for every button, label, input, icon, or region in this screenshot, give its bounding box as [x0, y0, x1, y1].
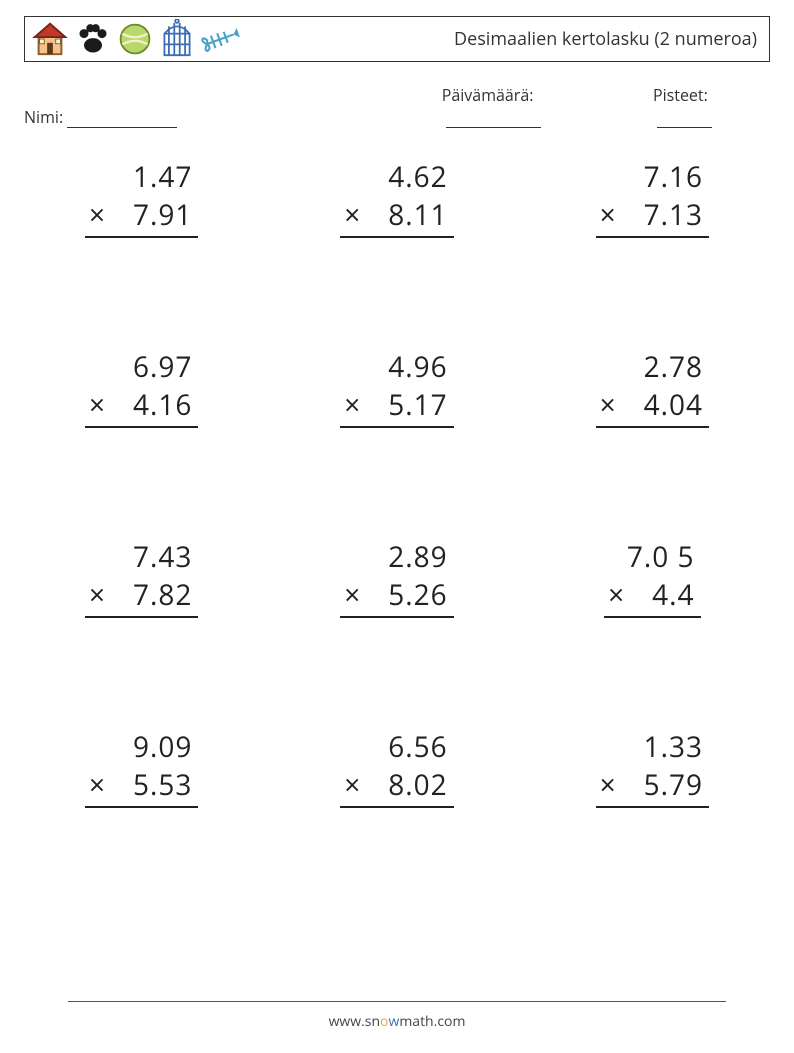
multiplicand: 7.43	[85, 538, 198, 576]
multiplier-row: × 5.17	[340, 386, 453, 428]
footer-prefix: www.sn	[329, 1012, 380, 1031]
name-blank	[67, 109, 177, 128]
problem-inner: 4.62× 8.11	[340, 158, 453, 238]
problem: 6.97× 4.16	[34, 348, 249, 428]
multiplier-row: × 7.13	[596, 196, 709, 238]
footer: www.snowmath.com	[0, 1001, 794, 1031]
ball-icon	[117, 21, 153, 57]
paw-icon	[75, 21, 111, 57]
multiplier-row: × 5.79	[596, 766, 709, 808]
header-bar: Desimaalien kertolasku (2 numeroa)	[24, 16, 770, 62]
multiplicand: 2.89	[340, 538, 453, 576]
operator-symbol: ×	[596, 386, 616, 424]
problem-inner: 7.0 5× 4.4	[604, 538, 700, 618]
date-label: Päivämäärä:	[442, 84, 534, 106]
multiplier: 5.79	[644, 766, 703, 804]
multiplier-row: × 7.91	[85, 196, 198, 238]
footer-suffix: math.com	[399, 1012, 465, 1031]
footer-text: www.snowmath.com	[329, 1012, 466, 1031]
multiplier: 8.02	[388, 766, 447, 804]
operator-symbol: ×	[340, 386, 360, 424]
date-blank	[446, 109, 541, 128]
score-group: Pisteet:	[653, 84, 770, 128]
date-group: Päivämäärä:	[442, 84, 635, 128]
multiplicand: 4.62	[340, 158, 453, 196]
operator-symbol: ×	[85, 196, 105, 234]
problem-inner: 2.89× 5.26	[340, 538, 453, 618]
operator-symbol: ×	[596, 196, 616, 234]
fishbone-icon	[201, 22, 241, 56]
operator-symbol: ×	[604, 576, 624, 614]
multiplicand: 1.47	[85, 158, 198, 196]
worksheet-page: Desimaalien kertolasku (2 numeroa) Nimi:…	[0, 0, 794, 1053]
problem-inner: 6.97× 4.16	[85, 348, 198, 428]
multiplicand: 4.96	[340, 348, 453, 386]
cage-icon	[159, 19, 195, 59]
multiplicand: 6.56	[340, 728, 453, 766]
info-left: Nimi:	[24, 84, 442, 128]
multiplicand: 2.78	[596, 348, 709, 386]
operator-symbol: ×	[340, 196, 360, 234]
multiplier-row: × 5.53	[85, 766, 198, 808]
multiplier: 8.11	[388, 196, 447, 234]
multiplicand: 6.97	[85, 348, 198, 386]
operator-symbol: ×	[85, 386, 105, 424]
problem: 9.09× 5.53	[34, 728, 249, 808]
multiplier: 5.17	[388, 386, 447, 424]
problems-grid: 1.47×7.914.62×8.117.16×7.136.97×4.164.96…	[24, 158, 770, 808]
problem: 2.89× 5.26	[289, 538, 504, 618]
score-label: Pisteet:	[653, 84, 708, 106]
multiplicand: 7.16	[596, 158, 709, 196]
footer-w: w	[388, 1012, 399, 1031]
problem: 6.56× 8.02	[289, 728, 504, 808]
score-blank	[657, 109, 712, 128]
multiplier: 4.4	[652, 576, 694, 614]
info-right: Päivämäärä: Pisteet:	[442, 84, 770, 128]
problem-inner: 6.56× 8.02	[340, 728, 453, 808]
problem: 7.0 5× 4.4	[545, 538, 760, 618]
multiplier: 5.26	[388, 576, 447, 614]
info-row: Nimi: Päivämäärä: Pisteet:	[24, 84, 770, 128]
problem-inner: 1.33× 5.79	[596, 728, 709, 808]
problem-inner: 7.16× 7.13	[596, 158, 709, 238]
operator-symbol: ×	[340, 576, 360, 614]
footer-rule	[68, 1001, 726, 1002]
problem: 1.33× 5.79	[545, 728, 760, 808]
name-label: Nimi:	[24, 106, 63, 128]
multiplicand: 1.33	[596, 728, 709, 766]
problem-inner: 1.47× 7.91	[85, 158, 198, 238]
multiplier-row: × 7.82	[85, 576, 198, 618]
multiplier: 4.16	[133, 386, 192, 424]
problem: 4.96× 5.17	[289, 348, 504, 428]
multiplier: 7.13	[644, 196, 703, 234]
problem-inner: 2.78× 4.04	[596, 348, 709, 428]
multiplicand: 9.09	[85, 728, 198, 766]
worksheet-title: Desimaalien kertolasku (2 numeroa)	[454, 27, 757, 51]
problem: 2.78× 4.04	[545, 348, 760, 428]
multiplier-row: × 5.26	[340, 576, 453, 618]
operator-symbol: ×	[340, 766, 360, 804]
multiplicand: 7.0 5	[604, 538, 700, 576]
problem-inner: 9.09× 5.53	[85, 728, 198, 808]
problem: 1.47× 7.91	[34, 158, 249, 238]
problem: 7.43× 7.82	[34, 538, 249, 618]
multiplier-row: × 8.02	[340, 766, 453, 808]
problem: 7.16× 7.13	[545, 158, 760, 238]
multiplier: 7.91	[133, 196, 192, 234]
problem: 4.62× 8.11	[289, 158, 504, 238]
operator-symbol: ×	[596, 766, 616, 804]
house-icon	[31, 20, 69, 58]
multiplier: 5.53	[133, 766, 192, 804]
header-icons	[31, 19, 241, 59]
problem-inner: 7.43× 7.82	[85, 538, 198, 618]
multiplier: 4.04	[644, 386, 703, 424]
multiplier-row: × 4.16	[85, 386, 198, 428]
multiplier-row: × 4.04	[596, 386, 709, 428]
multiplier-row: × 4.4	[604, 576, 700, 618]
operator-symbol: ×	[85, 576, 105, 614]
problem-inner: 4.96× 5.17	[340, 348, 453, 428]
multiplier: 7.82	[133, 576, 192, 614]
multiplier-row: × 8.11	[340, 196, 453, 238]
operator-symbol: ×	[85, 766, 105, 804]
